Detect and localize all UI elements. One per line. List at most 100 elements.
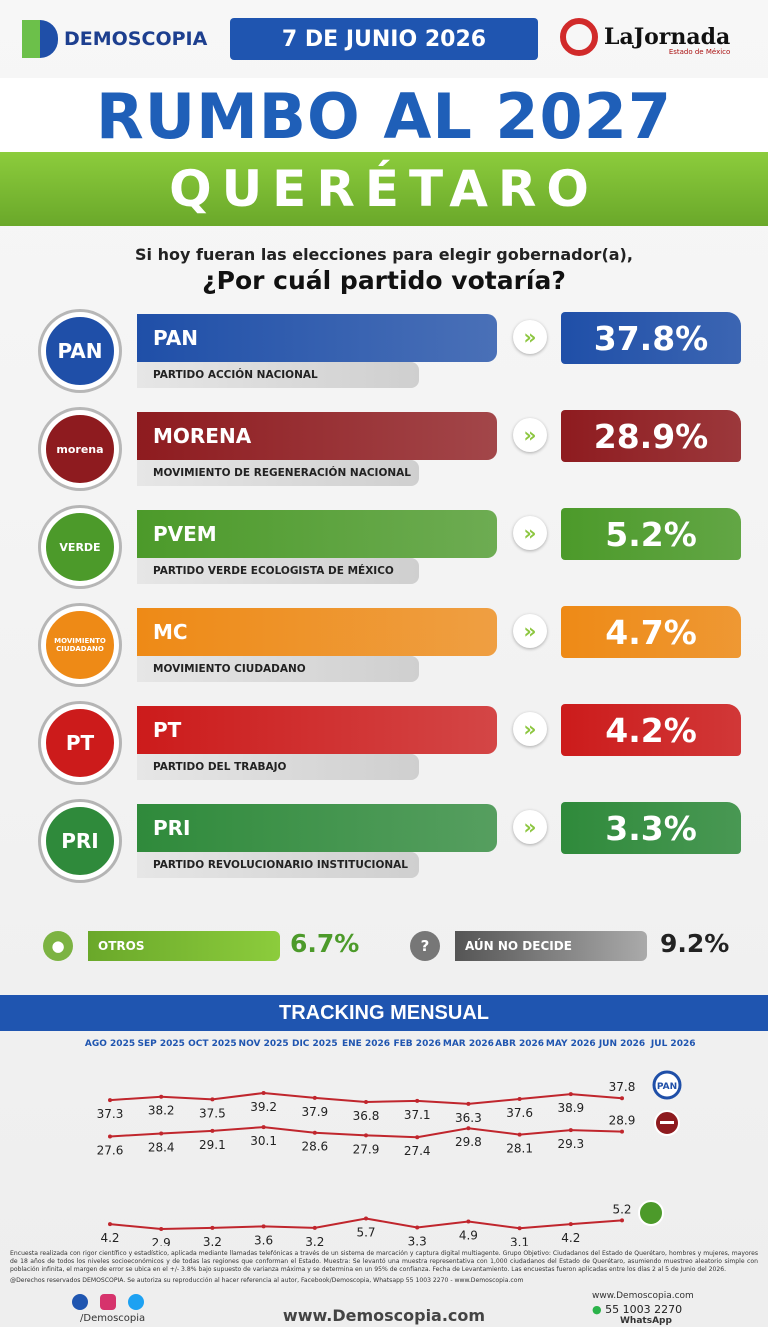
trend-point xyxy=(568,1222,573,1227)
undecided-icon: ? xyxy=(410,931,440,961)
party-fullname: PARTIDO ACCIÓN NACIONAL xyxy=(137,362,419,388)
data-label: 5.2 xyxy=(612,1202,631,1216)
question-main: ¿Por cuál partido votaría? xyxy=(202,266,566,295)
data-label: 28.4 xyxy=(148,1140,175,1154)
data-label: 4.2 xyxy=(561,1231,580,1245)
website: www.Demoscopia.com xyxy=(282,1306,486,1325)
arrow-icon: » xyxy=(513,418,547,452)
legend-icon xyxy=(652,1070,682,1100)
x-tick-label: ENE 2026 xyxy=(342,1039,390,1049)
date-badge: 7 DE JUNIO 2026 xyxy=(230,18,538,60)
data-label: 38.2 xyxy=(148,1104,175,1118)
data-label: 29.8 xyxy=(455,1135,482,1149)
trend-point xyxy=(620,1218,624,1223)
data-label: 37.3 xyxy=(97,1107,124,1121)
trend-point xyxy=(261,1091,266,1095)
data-label: 37.6 xyxy=(506,1106,533,1120)
brand-name: DEMOSCOPIA xyxy=(64,28,208,50)
party-fullname: PARTIDO DEL TRABAJO xyxy=(137,754,419,780)
instagram-icon[interactable] xyxy=(100,1294,116,1310)
others-value: 6.7% xyxy=(290,929,360,958)
party-value: 4.7% xyxy=(561,606,741,658)
others-bar: OTROS xyxy=(88,931,280,961)
arrow-icon: » xyxy=(513,614,547,648)
trend-point xyxy=(364,1216,368,1221)
party-logo: PAN xyxy=(41,312,119,390)
trend-point xyxy=(620,1129,624,1134)
trend-point xyxy=(568,1092,573,1097)
data-label: 36.8 xyxy=(353,1109,380,1123)
question-line: Si hoy fueran las elecciones para elegir… xyxy=(135,245,633,264)
x-tick-label: FEB 2026 xyxy=(394,1039,441,1049)
trend-point xyxy=(517,1132,522,1137)
data-label: 36.3 xyxy=(455,1111,482,1125)
data-label: 27.4 xyxy=(404,1144,431,1158)
data-label: 3.2 xyxy=(203,1235,222,1246)
brand-logo: DEMOSCOPIA xyxy=(22,20,207,58)
twitter-icon[interactable] xyxy=(128,1294,144,1310)
legend-text: PAN xyxy=(657,1082,677,1092)
trend-point xyxy=(159,1131,164,1136)
arrow-icon: » xyxy=(513,320,547,354)
tracking-chart: PAN AGO 2025 SEP 2025 OCT 2025 NOV 2025 DIC … xyxy=(85,1039,696,1246)
x-tick-label: MAR 2026 xyxy=(443,1039,494,1049)
tracking-title: TRACKING MENSUAL xyxy=(0,995,768,1031)
trend-point xyxy=(210,1225,215,1230)
x-tick-label: OCT 2025 xyxy=(188,1039,237,1049)
party-logo: MOVIMIENTO CIUDADANO xyxy=(41,606,119,684)
undecided-bar: AÚN NO DECIDE xyxy=(455,931,647,961)
legend-pan: PAN xyxy=(652,1070,682,1100)
trend-point xyxy=(466,1219,471,1224)
trend-point xyxy=(364,1099,368,1104)
social-handle: /Demoscopia xyxy=(80,1313,146,1324)
trend-point xyxy=(312,1095,317,1100)
trend-point xyxy=(108,1098,112,1103)
party-bar: PVEM xyxy=(137,510,497,558)
partner-name: LaJornada xyxy=(604,24,731,50)
arrow-icon: » xyxy=(513,810,547,844)
data-label: 37.8 xyxy=(609,1080,636,1094)
social-icons xyxy=(72,1294,144,1310)
trend-point xyxy=(517,1226,522,1231)
x-tick-label: JUN 2026 xyxy=(598,1039,645,1049)
party-logo: PT xyxy=(41,704,119,782)
party-value: 4.2% xyxy=(561,704,741,756)
main-title: RUMBO AL 2027 xyxy=(0,78,768,154)
trend-point xyxy=(159,1094,164,1099)
others-icon: ● xyxy=(43,931,73,961)
x-tick-label: JUL 2026 xyxy=(650,1039,696,1049)
trend-point xyxy=(415,1225,420,1230)
facebook-icon[interactable] xyxy=(72,1294,88,1310)
x-tick-label: ABR 2026 xyxy=(495,1039,544,1049)
data-label: 37.9 xyxy=(301,1105,328,1119)
data-label: 37.5 xyxy=(199,1106,226,1120)
trend-point xyxy=(364,1133,368,1138)
party-bar: PAN xyxy=(137,314,497,362)
party-fullname: MOVIMIENTO CIUDADANO xyxy=(137,656,419,682)
data-label: 3.2 xyxy=(305,1235,324,1246)
data-label: 37.1 xyxy=(404,1108,431,1122)
x-tick-label: DIC 2025 xyxy=(292,1039,338,1049)
legend-icon xyxy=(638,1200,664,1226)
x-tick-label: MAY 2026 xyxy=(546,1039,596,1049)
party-fullname: PARTIDO VERDE ECOLOGISTA DE MÉXICO xyxy=(137,558,419,584)
whatsapp-icon: ● xyxy=(592,1303,602,1316)
state-title: QUERÉTARO xyxy=(0,152,768,226)
whatsapp-label: WhatsApp xyxy=(620,1316,672,1326)
data-label: 3.3 xyxy=(408,1235,427,1246)
trend-point xyxy=(568,1128,573,1133)
arrow-icon: » xyxy=(513,712,547,746)
rights: @Derechos reservados DEMOSCOPIA. Se auto… xyxy=(10,1277,524,1284)
x-tick-label: AGO 2025 xyxy=(85,1039,135,1049)
party-value: 37.8% xyxy=(561,312,741,364)
party-logo: VERDE xyxy=(41,508,119,586)
brand-mark xyxy=(22,20,58,58)
trend-point xyxy=(415,1135,420,1140)
data-label: 28.1 xyxy=(506,1142,533,1156)
party-value: 3.3% xyxy=(561,802,741,854)
data-label: 3.1 xyxy=(510,1235,529,1246)
party-bar: MORENA xyxy=(137,412,497,460)
trend-point xyxy=(466,1101,471,1106)
partner-mark xyxy=(560,18,598,56)
data-label: 29.1 xyxy=(199,1138,226,1152)
